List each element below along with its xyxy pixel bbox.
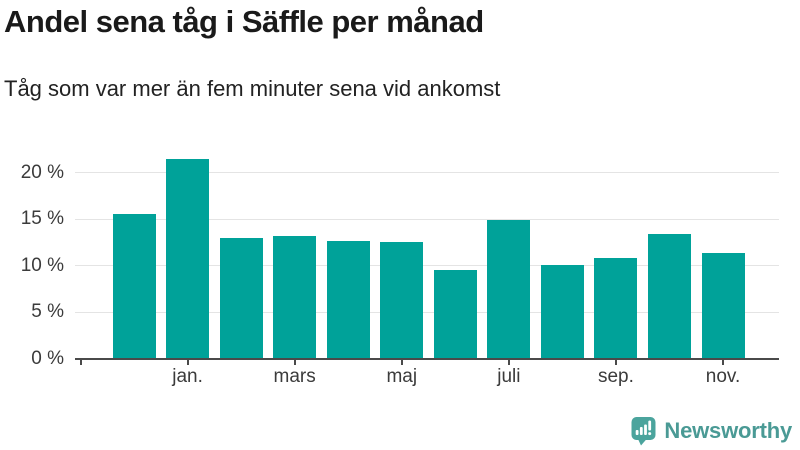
y-tick-label-10: 10 % [20,254,64,276]
y-tick-label-20: 20 % [20,161,64,183]
bar-mars [273,236,317,359]
gridline-15 [75,218,779,220]
bar-okt [648,234,691,359]
x-tick-mars [293,360,296,365]
y-tick-label-5: 5 % [31,301,64,323]
x-tick-maj [400,360,403,365]
chart-title: Andel sena tåg i Säffle per månad [4,4,484,39]
bar-jun [433,269,477,359]
bar-jan [166,158,210,359]
brand-name: Newsworthy [664,418,792,443]
x-axis-origin-tick [80,360,82,365]
y-tick-label-15: 15 % [20,208,64,230]
newsworthy-logo-icon [631,417,656,446]
x-tick-label-jan: jan. [172,366,203,387]
bar-dec [112,213,156,359]
x-tick-label-juli: juli [497,366,521,387]
bar-juli [487,220,531,359]
x-tick-label-nov: nov. [705,366,741,387]
bar-maj [380,241,424,359]
chart-subtitle: Tåg som var mer än fem minuter sena vid … [4,76,501,101]
y-tick-label-0: 0 % [31,348,64,369]
x-tick-jan [186,360,189,365]
x-tick-label-maj: maj [386,366,418,387]
bar-feb [219,238,263,359]
gridline-5 [75,311,779,313]
gridline-10 [75,265,779,267]
bar-apr [326,240,370,359]
x-tick-label-sep: sep. [597,366,634,387]
bar-sep [594,257,638,359]
x-tick-nov [722,360,725,365]
plot-area [75,145,779,359]
x-tick-label-mars: mars [273,366,316,387]
bar-aug [540,265,584,359]
x-tick-sep [614,360,617,365]
gridline-20 [75,172,779,174]
bar-nov [701,252,745,359]
x-axis-line [75,358,779,360]
x-tick-juli [507,360,510,365]
brand-footer: Newsworthy [630,416,792,446]
